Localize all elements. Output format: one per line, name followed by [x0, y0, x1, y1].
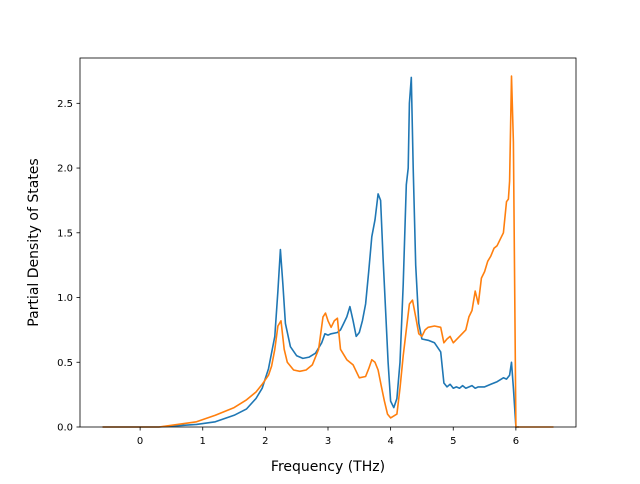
x-tick-label: 3 [325, 436, 331, 447]
series-line-2 [102, 75, 554, 428]
plot-area [102, 75, 554, 428]
x-axis-ticks: 0 1 2 3 4 5 6 [137, 427, 519, 447]
x-tick-label: 4 [387, 436, 393, 447]
y-tick-label: 2.0 [57, 164, 73, 175]
y-tick-label: 0.5 [57, 358, 73, 369]
y-tick-label: 1.5 [57, 228, 73, 239]
x-tick-label: 5 [450, 436, 456, 447]
y-tick-label: 1.0 [57, 293, 73, 304]
x-tick-label: 2 [262, 436, 268, 447]
x-tick-label: 0 [137, 436, 143, 447]
y-tick-label: 0.0 [57, 423, 73, 434]
x-tick-label: 1 [200, 436, 206, 447]
y-tick-label: 2.5 [57, 99, 73, 110]
axes-frame [79, 57, 577, 428]
x-tick-label: 6 [513, 436, 519, 447]
x-axis-label: Frequency (THz) [271, 459, 385, 475]
y-axis-label: Partial Density of States [26, 158, 42, 326]
y-axis-ticks: 0.0 0.5 1.0 1.5 2.0 2.5 [57, 99, 80, 434]
series-line-1 [102, 76, 519, 428]
